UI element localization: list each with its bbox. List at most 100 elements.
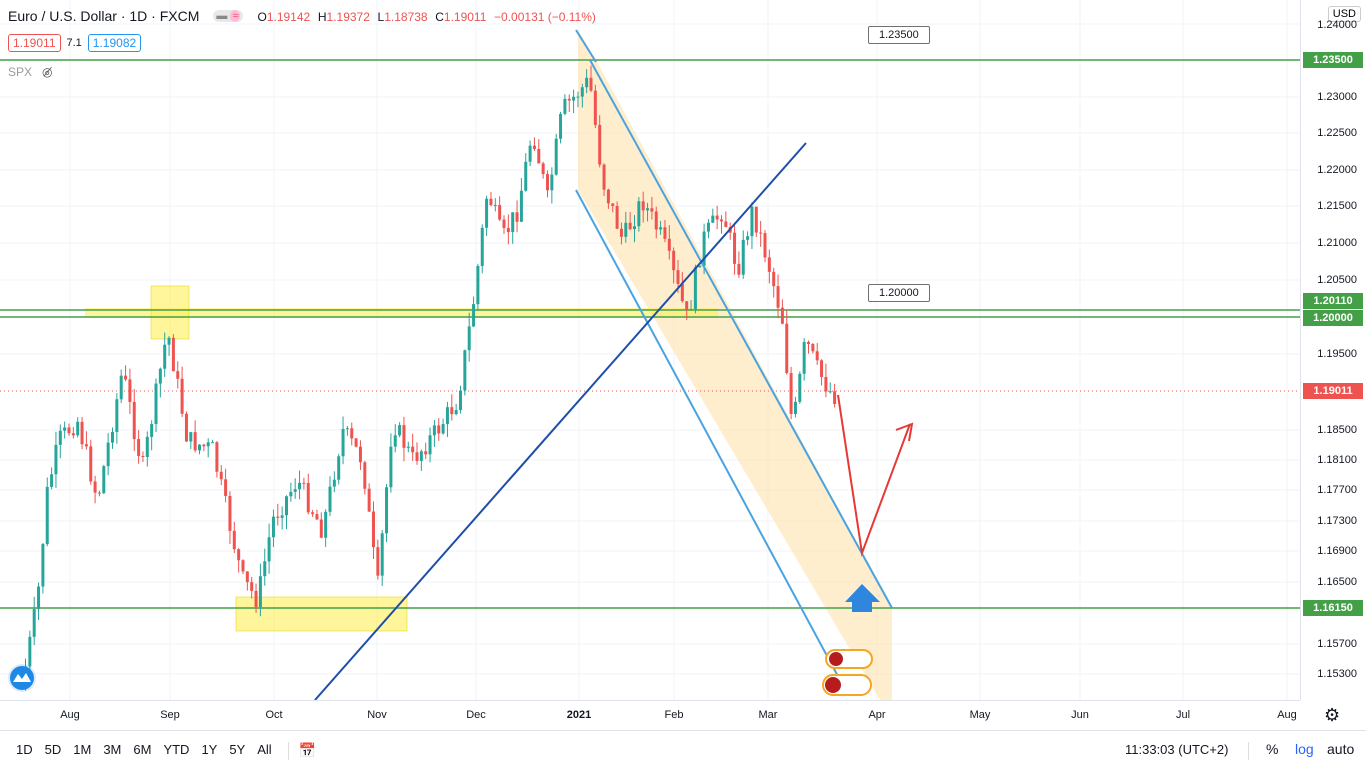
range-3m[interactable]: 3M (103, 742, 122, 757)
price-callout-2[interactable]: 1.20000 (868, 284, 930, 302)
candle-body (567, 98, 571, 101)
time-axis[interactable]: Aug Sep Oct Nov Dec 2021 Feb Mar Apr May… (0, 700, 1300, 731)
candle-body (476, 265, 480, 305)
candle-body (315, 514, 319, 520)
price-label-3: 1.20000 (1303, 310, 1363, 326)
timeframe-buttons: 1D 5D 1M 3M 6M YTD 1Y 5Y All 📅 (16, 742, 316, 760)
sell-button[interactable]: 1.19011 (8, 34, 61, 52)
candle-body (167, 337, 171, 345)
range-1d[interactable]: 1D (16, 742, 33, 757)
candle-body (746, 236, 750, 240)
channel-lower-line[interactable] (575, 189, 841, 681)
range-all[interactable]: All (257, 742, 272, 757)
candle-body (393, 435, 397, 447)
bottom-toolbar: 1D 5D 1M 3M 6M YTD 1Y 5Y All 📅 11:33:03 … (0, 730, 1366, 769)
candle-body (276, 516, 280, 518)
time-tick: Aug (1277, 709, 1297, 721)
time-tick: Feb (664, 709, 684, 721)
buy-button[interactable]: 1.19082 (87, 34, 142, 52)
price-chart[interactable] (0, 0, 1300, 700)
candle-body (676, 270, 680, 284)
candle-body (554, 138, 558, 175)
candle-body (698, 265, 702, 268)
blue-up-arrow-icon (845, 584, 880, 612)
compare-symbol[interactable]: SPX (8, 65, 33, 79)
candle-body (667, 238, 671, 251)
candle-body (702, 231, 706, 266)
price-tick: 1.23000 (1317, 91, 1357, 103)
candle-body (32, 609, 36, 637)
candle-body (163, 344, 167, 369)
log-toggle[interactable]: log (1295, 741, 1314, 757)
ascending-trendline[interactable] (314, 142, 807, 700)
range-1y[interactable]: 1Y (201, 742, 218, 757)
currency-badge[interactable]: USD (1327, 6, 1361, 22)
eye-hidden-icon[interactable]: ◎̸ (42, 65, 53, 79)
candle-body (633, 226, 636, 230)
range-6m[interactable]: 6M (133, 742, 152, 757)
forecast-path[interactable] (837, 394, 911, 557)
date-range-icon[interactable]: 📅 (298, 742, 317, 758)
market-status-pill[interactable]: ▬ ≈ (213, 10, 244, 22)
price-tick: 1.20500 (1317, 274, 1357, 286)
price-tick: 1.15300 (1317, 668, 1357, 680)
candle-body (84, 444, 88, 447)
range-5d[interactable]: 5D (44, 742, 62, 757)
candle-body (189, 432, 193, 442)
candle-body (541, 163, 545, 175)
candle-body (485, 198, 489, 228)
ohlc-values: O1.19142 H1.19372 L1.18738 C1.19011 −0.0… (257, 9, 596, 24)
candle-body (706, 222, 710, 232)
range-1m[interactable]: 1M (73, 742, 92, 757)
price-tick: 1.16900 (1317, 545, 1357, 557)
channel-upper-line[interactable] (589, 59, 893, 609)
time-tick: Apr (868, 709, 886, 721)
candle-body (454, 410, 458, 415)
price-tick: 1.18100 (1317, 454, 1357, 466)
candle-body (363, 462, 367, 489)
candle-body (80, 421, 84, 445)
candle-body (141, 455, 145, 458)
candle-body (550, 174, 554, 191)
candle-body (193, 432, 197, 451)
candle-body (772, 271, 776, 287)
price-axis[interactable]: USD 1.24000 1.23000 1.22500 1.22000 1.21… (1300, 0, 1366, 700)
tradingview-logo-icon[interactable] (8, 664, 36, 692)
candle-body (124, 375, 128, 380)
candle-body (398, 425, 402, 436)
price-callout-1[interactable]: 1.23500 (868, 26, 930, 44)
candle-body (537, 148, 541, 164)
candle-body (250, 582, 254, 591)
candle-body (332, 479, 336, 487)
candle-body (424, 451, 428, 455)
percent-toggle[interactable]: % (1266, 741, 1279, 757)
candle-body (563, 98, 567, 114)
candle-body (445, 407, 449, 425)
auto-toggle[interactable]: auto (1327, 741, 1355, 757)
range-ytd[interactable]: YTD (163, 742, 190, 757)
candle-body (598, 124, 602, 165)
candle-body (593, 90, 597, 125)
candle-body (459, 390, 462, 411)
candle-body (76, 421, 80, 436)
time-tick: 2021 (566, 709, 592, 721)
candle-body (785, 323, 789, 374)
symbol-title[interactable]: Euro / U.S. Dollar · 1D · FXCM (8, 8, 200, 24)
compare-legend[interactable]: SPX ◎̸ (8, 65, 53, 79)
range-5y[interactable]: 5Y (229, 742, 246, 757)
settings-gear-icon[interactable]: ⚙ (1324, 705, 1341, 725)
candle-body (659, 227, 663, 230)
time-tick: Jun (1071, 709, 1089, 721)
candle-body (89, 446, 93, 482)
economic-events-badges[interactable] (822, 649, 873, 696)
time-tick: Nov (367, 709, 387, 721)
price-label-1: 1.23500 (1303, 52, 1363, 68)
time-tick: Mar (758, 709, 778, 721)
symbol-legend[interactable]: Euro / U.S. Dollar · 1D · FXCM ▬ ≈ O1.19… (8, 8, 596, 24)
candle-body (37, 586, 41, 610)
candle-body (102, 466, 106, 494)
candle-body (502, 219, 506, 228)
clock[interactable]: 11:33:03 (UTC+2) (1125, 742, 1229, 757)
candle-body (115, 399, 119, 433)
candle-body (150, 423, 154, 437)
